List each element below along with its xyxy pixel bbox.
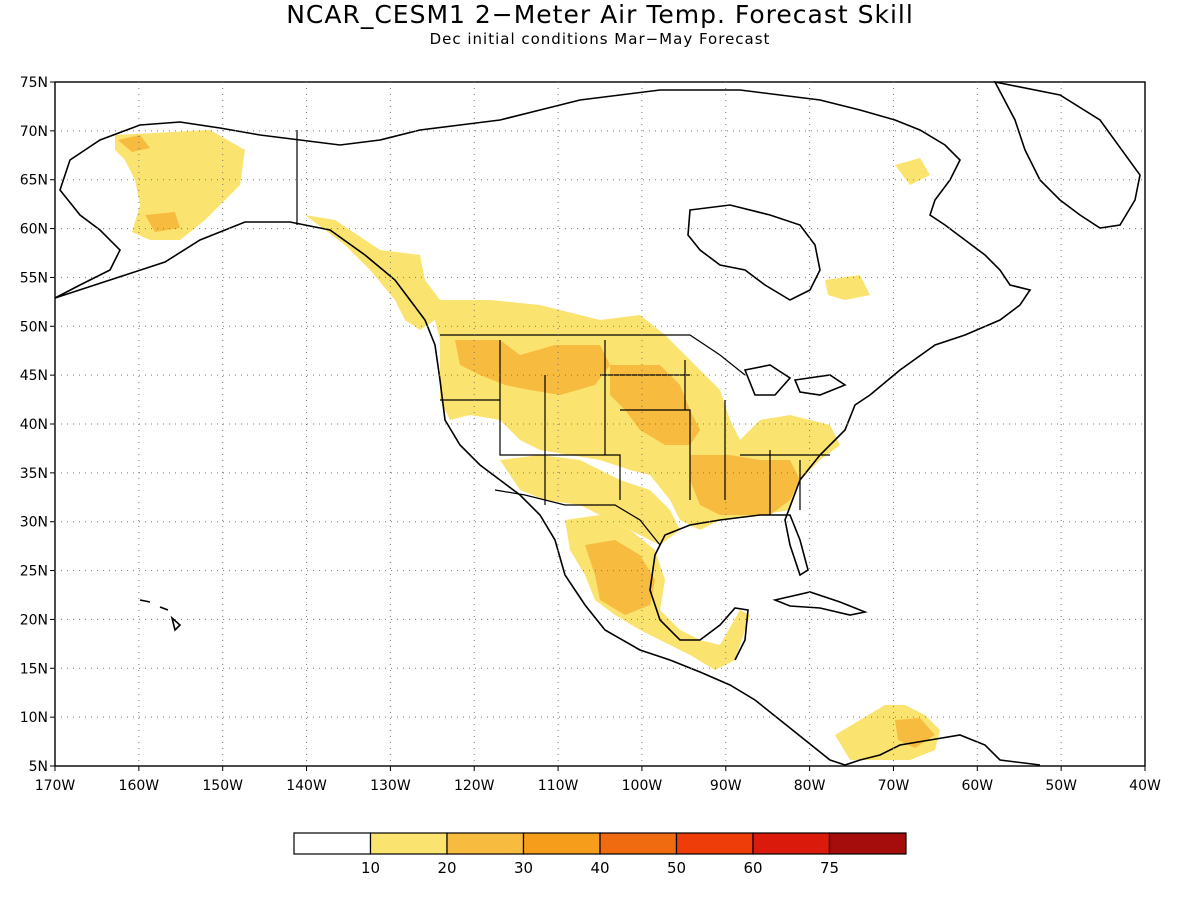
colorbar: 10 20 30 40 50 60 75: [293, 832, 907, 877]
lon-tick-label: 60W: [961, 778, 993, 794]
colorbar-swatch: [369, 832, 448, 855]
border-us-mexico: [494, 489, 661, 546]
colorbar-label: 50: [667, 859, 686, 877]
lat-tick-label: 20N: [20, 612, 48, 628]
lat-tick-label: 65N: [20, 173, 48, 189]
border-us-west-states: [440, 340, 830, 515]
skill-region-hudson-east: [825, 275, 870, 300]
lon-tick-label: 80W: [794, 778, 826, 794]
lat-tick-label: 75N: [20, 75, 48, 91]
state-borders-layer: [296, 130, 830, 546]
colorbar-label: 75: [820, 859, 839, 877]
lon-tick-label: 140W: [286, 778, 327, 794]
skill-region-southeast: [690, 455, 800, 515]
colorbar-label: 10: [361, 859, 380, 877]
coastline-hawaii: [139, 599, 182, 632]
longitude-tick-labels: 170W 160W 150W 140W 130W 120W 110W 100W 90W 80W 70…: [35, 766, 1161, 794]
lat-tick-label: 30N: [20, 515, 48, 531]
colorbar-swatch: [752, 832, 831, 855]
coastline-cuba: [772, 591, 868, 616]
page-subtitle: Dec initial conditions Mar−May Forecast: [429, 30, 771, 48]
coastline-greenland: [993, 80, 1141, 229]
colorbar-label: 20: [437, 859, 456, 877]
border-canada-us: [440, 334, 746, 376]
colorbar-swatch: [599, 832, 678, 855]
lon-tick-label: 50W: [1045, 778, 1077, 794]
skill-region-alaska: [115, 130, 245, 240]
lat-tick-label: 25N: [20, 564, 48, 580]
skill-shading-layer: [115, 130, 940, 760]
lat-tick-label: 5N: [29, 759, 48, 775]
lat-tick-label: 35N: [20, 466, 48, 482]
skill-region-alaska-south: [145, 212, 180, 232]
lat-tick-label: 10N: [20, 710, 48, 726]
skill-region-bc-coast: [305, 215, 440, 330]
lon-tick-label: 160W: [119, 778, 160, 794]
colorbar-swatch: [675, 832, 754, 855]
latitude-tick-labels: 5N 10N 15N 20N 25N 30N 35N 40N 45N 50N 55N 60N 65N 70…: [20, 75, 55, 775]
skill-region-montana-idaho: [455, 340, 610, 395]
lat-tick-label: 55N: [20, 270, 48, 286]
lon-tick-label: 110W: [538, 778, 579, 794]
gridlines: [55, 82, 1145, 766]
skill-region-alaska-core: [118, 135, 150, 152]
lat-tick-label: 70N: [20, 124, 48, 140]
lat-tick-label: 15N: [20, 661, 48, 677]
coastline-great-lakes: [743, 364, 847, 396]
skill-region-central-plains: [610, 365, 700, 445]
lat-tick-label: 60N: [20, 222, 48, 238]
lon-tick-label: 70W: [878, 778, 910, 794]
colorbar-label: 40: [590, 859, 609, 877]
colorbar-swatch: [522, 832, 601, 855]
coastline-hudson-bay: [687, 204, 821, 301]
lon-tick-label: 40W: [1129, 778, 1161, 794]
colorbar-swatch: [446, 832, 525, 855]
colorbar-label: 60: [743, 859, 762, 877]
skill-region-labrador: [895, 158, 930, 185]
lon-tick-label: 130W: [370, 778, 411, 794]
lon-tick-label: 170W: [35, 778, 76, 794]
colorbar-swatch: [828, 832, 907, 855]
page-title: NCAR_CESM1 2−Meter Air Temp. Forecast Sk…: [286, 0, 914, 29]
lon-tick-label: 120W: [454, 778, 495, 794]
colorbar-label: 30: [514, 859, 533, 877]
lon-tick-label: 100W: [622, 778, 663, 794]
lon-tick-label: 90W: [710, 778, 742, 794]
lon-tick-label: 150W: [202, 778, 243, 794]
lat-tick-label: 45N: [20, 368, 48, 384]
skill-region-mexico-core: [585, 540, 655, 615]
colorbar-swatch: [293, 832, 372, 855]
lat-tick-label: 50N: [20, 319, 48, 335]
lat-tick-label: 40N: [20, 417, 48, 433]
